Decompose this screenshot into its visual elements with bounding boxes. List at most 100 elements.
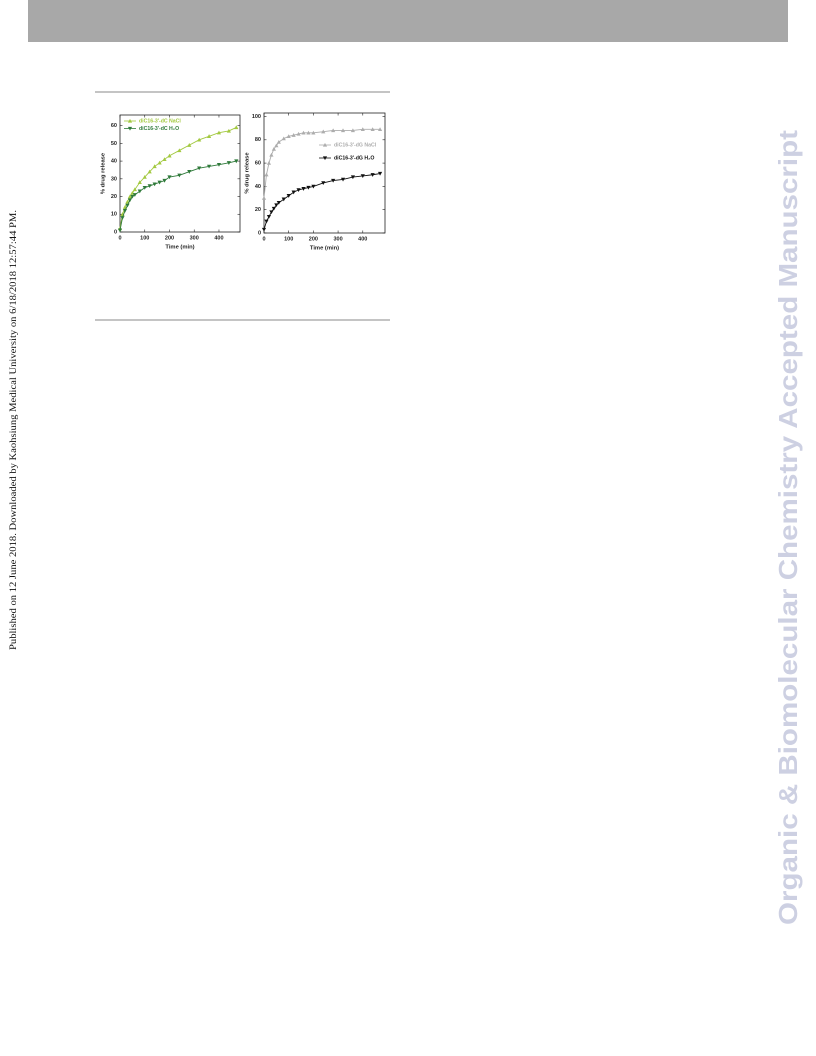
data-point: [360, 174, 365, 179]
data-point: [132, 193, 137, 197]
data-point: [261, 195, 267, 200]
data-point: [234, 125, 239, 130]
header-band: [28, 0, 788, 42]
y-tick-label: 30: [111, 176, 117, 182]
data-point: [226, 128, 231, 133]
data-point: [142, 186, 147, 190]
data-point: [127, 194, 132, 199]
data-point: [291, 190, 296, 195]
data-point: [301, 187, 306, 191]
data-point: [177, 148, 182, 153]
data-point: [216, 162, 222, 167]
data-point: [370, 127, 375, 131]
data-point: [187, 143, 192, 147]
data-point: [377, 127, 383, 131]
legend-label: diC16-3'-dG NaCl: [334, 142, 377, 148]
y-tick-label: 60: [255, 161, 261, 167]
y-tick-label: 40: [111, 159, 117, 165]
y-tick-label: 0: [114, 229, 117, 235]
data-point: [187, 170, 192, 174]
data-point: [360, 127, 365, 131]
data-point: [311, 184, 316, 189]
data-point: [167, 153, 172, 158]
data-point: [206, 134, 212, 138]
y-tick-label: 80: [255, 137, 261, 143]
data-point: [162, 157, 167, 161]
data-point: [301, 130, 306, 135]
series-line: [119, 160, 237, 231]
series-line: [119, 127, 237, 229]
legend-marker: [322, 142, 328, 147]
legend-label: diC16-3'-dC NaCl: [139, 118, 181, 124]
legend-label: diC16-3'-dC H₂O: [139, 126, 179, 132]
data-point: [286, 134, 291, 138]
data-point: [269, 210, 274, 215]
data-point: [276, 140, 281, 144]
data-point: [130, 194, 135, 199]
data-point: [137, 189, 142, 194]
x-tick-label: 300: [333, 236, 342, 242]
x-tick-label: 0: [118, 235, 121, 241]
legend-marker: [322, 156, 328, 161]
x-tick-label: 200: [165, 235, 174, 241]
data-point: [197, 166, 202, 171]
data-point: [350, 128, 355, 133]
data-point: [311, 130, 316, 135]
data-point: [306, 130, 311, 135]
data-point: [281, 136, 286, 141]
x-tick-label: 0: [262, 236, 265, 242]
y-tick-label: 20: [111, 194, 117, 200]
data-point: [340, 128, 346, 133]
data-point: [147, 169, 152, 174]
data-point: [167, 175, 172, 180]
data-point: [125, 203, 130, 208]
data-point: [331, 128, 336, 133]
data-point: [296, 131, 301, 136]
data-point: [306, 185, 311, 190]
y-tick-label: 0: [258, 230, 261, 236]
data-point: [226, 161, 231, 165]
data-point: [122, 209, 128, 213]
watermark: Organic & Biomolecular Chemistry Accepte…: [773, 130, 803, 925]
legend-marker: [127, 118, 133, 123]
y-tick-label: 10: [111, 212, 117, 218]
data-point: [340, 177, 346, 182]
y-axis-label: % drug release: [101, 152, 107, 194]
series-line: [263, 128, 381, 199]
data-point: [216, 130, 222, 135]
data-point: [152, 182, 157, 187]
data-point: [276, 201, 281, 205]
data-point: [234, 159, 239, 164]
x-tick-label: 100: [140, 235, 149, 241]
data-point: [296, 188, 301, 192]
side-note: Published on 12 June 2018. Downloaded by…: [9, 210, 19, 650]
data-point: [350, 175, 355, 180]
data-point: [162, 178, 167, 183]
y-axis-label: % drug release: [245, 152, 251, 194]
y-tick-label: 20: [255, 207, 261, 213]
data-point: [271, 147, 276, 151]
legend-label: diC16-3'-dG H₂O: [334, 155, 374, 161]
data-point: [261, 227, 267, 232]
data-point: [269, 152, 274, 157]
data-point: [142, 174, 147, 179]
data-point: [147, 184, 152, 189]
x-axis-label: Time (min): [310, 246, 339, 252]
data-point: [274, 143, 279, 148]
data-point: [291, 133, 296, 137]
y-tick-label: 50: [111, 141, 117, 147]
data-point: [266, 215, 272, 219]
x-tick-label: 400: [358, 236, 367, 242]
data-point: [152, 164, 157, 169]
data-point: [331, 178, 336, 183]
x-tick-label: 400: [214, 235, 223, 241]
data-point: [377, 171, 383, 176]
data-point: [127, 198, 132, 203]
y-tick-label: 40: [255, 184, 261, 190]
data-point: [281, 197, 286, 202]
data-point: [370, 173, 375, 177]
data-point: [197, 137, 202, 142]
x-tick-label: 200: [309, 236, 318, 242]
data-point: [177, 173, 182, 178]
